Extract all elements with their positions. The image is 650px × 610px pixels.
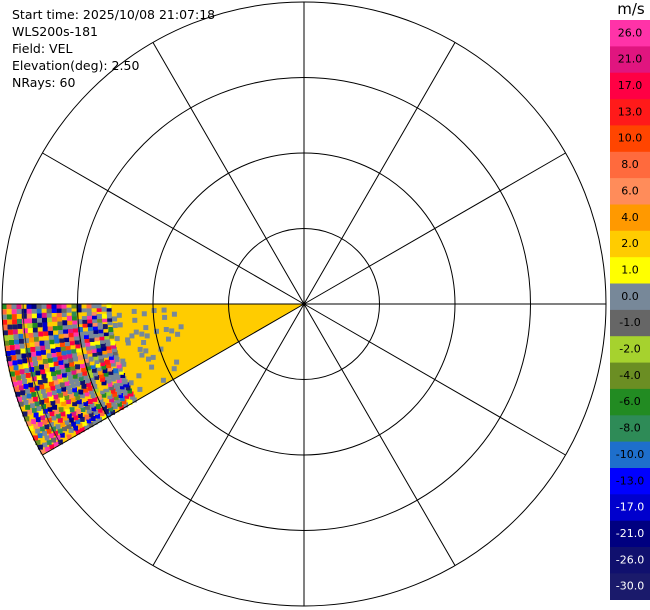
colorbar-tick-label: -1.0 <box>619 316 640 329</box>
azimuth-spoke <box>303 42 456 305</box>
colorbar-tick-label: 1.0 <box>621 264 639 277</box>
azimuth-spoke <box>152 303 305 566</box>
colorbar-swatch <box>610 494 650 522</box>
colorbar-swatch <box>610 283 650 311</box>
colorbar-swatch <box>610 125 650 153</box>
colorbar-tick-label: 8.0 <box>621 158 639 171</box>
colorbar-swatch <box>610 178 650 205</box>
colorbar-swatch <box>610 415 650 443</box>
colorbar-tick-label: -4.0 <box>619 369 640 382</box>
colorbar-swatch <box>610 151 650 179</box>
colorbar-swatch <box>610 309 650 337</box>
colorbar-tick-label: -17.0 <box>616 501 644 514</box>
azimuth-spoke <box>42 152 305 305</box>
start-time-label: Start time: 2025/10/08 21:07:18 <box>12 7 216 22</box>
azimuth-spoke <box>303 303 566 456</box>
colorbar-swatch <box>610 257 650 285</box>
colorbar-tick-label: -8.0 <box>619 422 640 435</box>
colorbar-tick-label: -21.0 <box>616 527 644 540</box>
colorbar-tick-label: 17.0 <box>618 79 643 92</box>
colorbar-swatch <box>610 46 650 74</box>
colorbar-tick-label: 13.0 <box>618 105 643 118</box>
colorbar-swatch <box>610 441 650 469</box>
colorbar-tick-label: -6.0 <box>619 395 640 408</box>
elevation-label: Elevation(deg): 2.50 <box>12 58 140 73</box>
colorbar-tick-label: -2.0 <box>619 343 640 356</box>
colorbar-tick-label: -26.0 <box>616 553 644 566</box>
azimuth-spoke <box>303 152 566 305</box>
azimuth-spoke <box>42 303 305 456</box>
colorbar-tick-label: 21.0 <box>618 53 643 66</box>
velocity-sector <box>1 303 304 455</box>
colorbar-tick-label: -13.0 <box>616 474 644 487</box>
polar-grid <box>1 1 607 607</box>
colorbar-tick-label: 4.0 <box>621 211 639 224</box>
nrays-label: NRays: 60 <box>12 75 76 90</box>
colorbar-swatch <box>610 230 650 258</box>
colorbar-swatch <box>610 520 650 548</box>
colorbar-swatch <box>610 468 650 495</box>
colorbar-swatch <box>610 204 650 232</box>
colorbar-tick-label: 10.0 <box>618 132 643 145</box>
colorbar-swatch <box>610 573 650 600</box>
colorbar-swatch <box>610 99 650 126</box>
colorbar-swatch <box>610 388 650 416</box>
azimuth-spoke <box>303 303 456 566</box>
colorbar-tick-label: -10.0 <box>616 448 644 461</box>
scan-info: Start time: 2025/10/08 21:07:18 WLS200s-… <box>12 6 215 91</box>
colorbar-swatch <box>610 362 650 390</box>
colorbar-swatch <box>610 336 650 364</box>
colorbar-swatch <box>610 72 650 100</box>
colorbar-unit: m/s <box>617 0 645 18</box>
colorbar-swatch <box>610 20 650 47</box>
azimuth-spoke <box>152 42 305 305</box>
colorbar-tick-label: 2.0 <box>621 237 639 250</box>
sector-speckle <box>1 303 184 455</box>
colorbar-tick-label: 0.0 <box>621 290 639 303</box>
colorbar-tick-label: -30.0 <box>616 580 644 593</box>
instrument-label: WLS200s-181 <box>12 24 98 39</box>
sector-range-edge <box>22 303 62 445</box>
field-label: Field: VEL <box>12 41 73 56</box>
colorbar-tick-label: 26.0 <box>618 26 643 39</box>
colorbar-swatch <box>610 547 650 574</box>
colorbar-tick-label: 6.0 <box>621 184 639 197</box>
ppi-plot <box>1 1 607 607</box>
colorbar: 26.0 21.0 17.0 13.0 10.0 8.0 6.0 4.0 2.0 1.0 0.0 -1… <box>610 20 650 600</box>
